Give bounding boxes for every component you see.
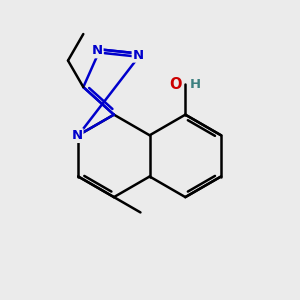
Text: N: N bbox=[92, 44, 103, 57]
Text: N: N bbox=[133, 49, 144, 62]
Text: O: O bbox=[169, 77, 182, 92]
Text: H: H bbox=[190, 78, 201, 91]
Text: N: N bbox=[71, 129, 82, 142]
